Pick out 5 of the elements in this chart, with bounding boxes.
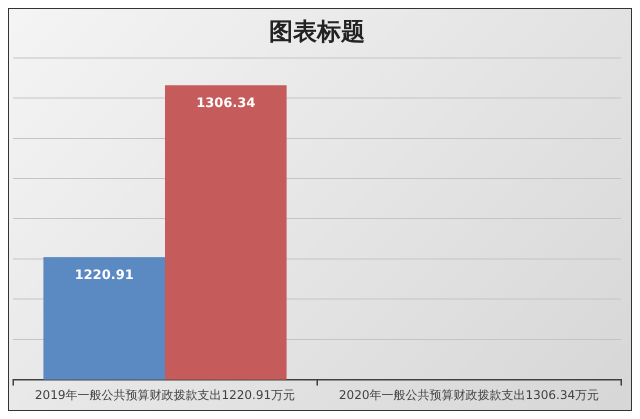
data-label: 1306.34 xyxy=(196,96,256,112)
chart-title: 图表标题 xyxy=(269,18,365,46)
x-tick-label: 2020年一般公共预算财政拨款支出1306.34万元 xyxy=(338,388,600,402)
x-tick-label: 2019年一般公共预算财政拨款支出1220.91万元 xyxy=(34,388,296,402)
data-label: 1220.91 xyxy=(74,268,134,283)
